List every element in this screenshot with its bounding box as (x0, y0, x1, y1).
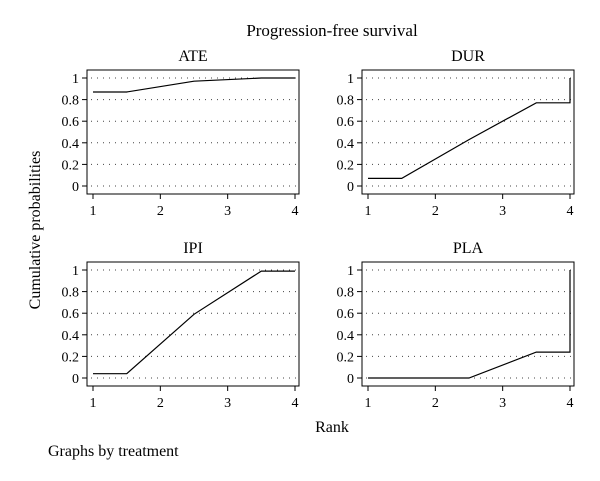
x-tick-label-ipi: 3 (224, 396, 231, 411)
x-tick-label-dur: 3 (499, 204, 506, 219)
x-tick-label-dur: 4 (567, 204, 574, 219)
x-tick-label-ipi: 4 (292, 396, 299, 411)
y-tick-label-ipi: 0.8 (62, 286, 80, 301)
y-tick-label-dur: 0.8 (337, 94, 355, 109)
plot-frame-dur (361, 69, 575, 195)
figure-title: Progression-free survival (246, 21, 418, 40)
y-tick-label-ipi: 0.2 (62, 350, 80, 365)
x-tick-label-ipi: 2 (157, 396, 164, 411)
y-tick-label-ate: 0 (72, 180, 79, 195)
x-tick-label-ate: 4 (292, 204, 299, 219)
x-tick-label-pla: 1 (365, 396, 372, 411)
x-tick-label-ipi: 1 (90, 396, 97, 411)
panel-ate: ATE 0 0.2 0.4 0.6 0.8 1 1 2 3 4 (62, 48, 300, 219)
panel-pla: PLA 0 0.2 0.4 0.6 0.8 1 1 2 3 4 (337, 240, 575, 411)
plot-frame-pla (361, 261, 575, 387)
plot-frame-ate (86, 69, 300, 195)
plot-frame-ipi (86, 261, 300, 387)
x-tick-label-dur: 2 (432, 204, 439, 219)
y-tick-label-dur: 0.2 (337, 158, 355, 173)
y-tick-label-ipi: 0 (72, 372, 79, 387)
y-tick-label-pla: 0.4 (337, 329, 355, 344)
x-axis-title: Rank (315, 419, 349, 436)
series-line-dur (368, 78, 571, 179)
y-tick-label-ate: 0.2 (62, 158, 80, 173)
y-tick-label-dur: 0.6 (337, 115, 355, 130)
x-tick-label-dur: 1 (365, 204, 372, 219)
panels-group: ATE 0 0.2 0.4 0.6 0.8 1 1 2 3 4 DUR 0 0.2 0.4 0.6 0.8 1 1 2… (62, 48, 575, 411)
y-tick-label-ate: 1 (72, 72, 79, 87)
y-tick-label-ipi: 0.4 (62, 329, 80, 344)
y-tick-label-ipi: 0.6 (62, 307, 80, 322)
y-tick-label-pla: 0.2 (337, 350, 355, 365)
y-tick-label-ate: 0.8 (62, 94, 80, 109)
y-tick-label-ate: 0.6 (62, 115, 80, 130)
panel-title-ipi: IPI (183, 240, 203, 257)
y-tick-label-dur: 0 (347, 180, 354, 195)
x-tick-label-ate: 1 (90, 204, 97, 219)
x-tick-label-pla: 3 (499, 396, 506, 411)
panel-title-ate: ATE (178, 48, 207, 65)
y-tick-label-pla: 0.8 (337, 286, 355, 301)
y-axis-title: Cumulative probabilities (27, 151, 44, 310)
panel-title-pla: PLA (453, 240, 484, 257)
panel-title-dur: DUR (451, 48, 485, 65)
y-tick-label-dur: 1 (347, 72, 354, 87)
x-tick-label-ate: 3 (224, 204, 231, 219)
y-tick-label-ate: 0.4 (62, 137, 80, 152)
y-tick-label-pla: 1 (347, 264, 354, 279)
graphs-note: Graphs by treatment (48, 443, 179, 460)
x-tick-label-pla: 2 (432, 396, 439, 411)
y-tick-label-ipi: 1 (72, 264, 79, 279)
y-tick-label-pla: 0.6 (337, 307, 355, 322)
series-line-ipi (93, 270, 295, 375)
y-tick-label-dur: 0.4 (337, 137, 355, 152)
panel-ipi: IPI 0 0.2 0.4 0.6 0.8 1 1 2 3 4 (62, 240, 300, 411)
series-line-ate (93, 77, 295, 93)
y-tick-label-pla: 0 (347, 372, 354, 387)
series-line-pla (368, 270, 571, 379)
x-tick-label-ate: 2 (157, 204, 164, 219)
x-tick-label-pla: 4 (567, 396, 574, 411)
panel-dur: DUR 0 0.2 0.4 0.6 0.8 1 1 2 3 4 (337, 48, 575, 219)
